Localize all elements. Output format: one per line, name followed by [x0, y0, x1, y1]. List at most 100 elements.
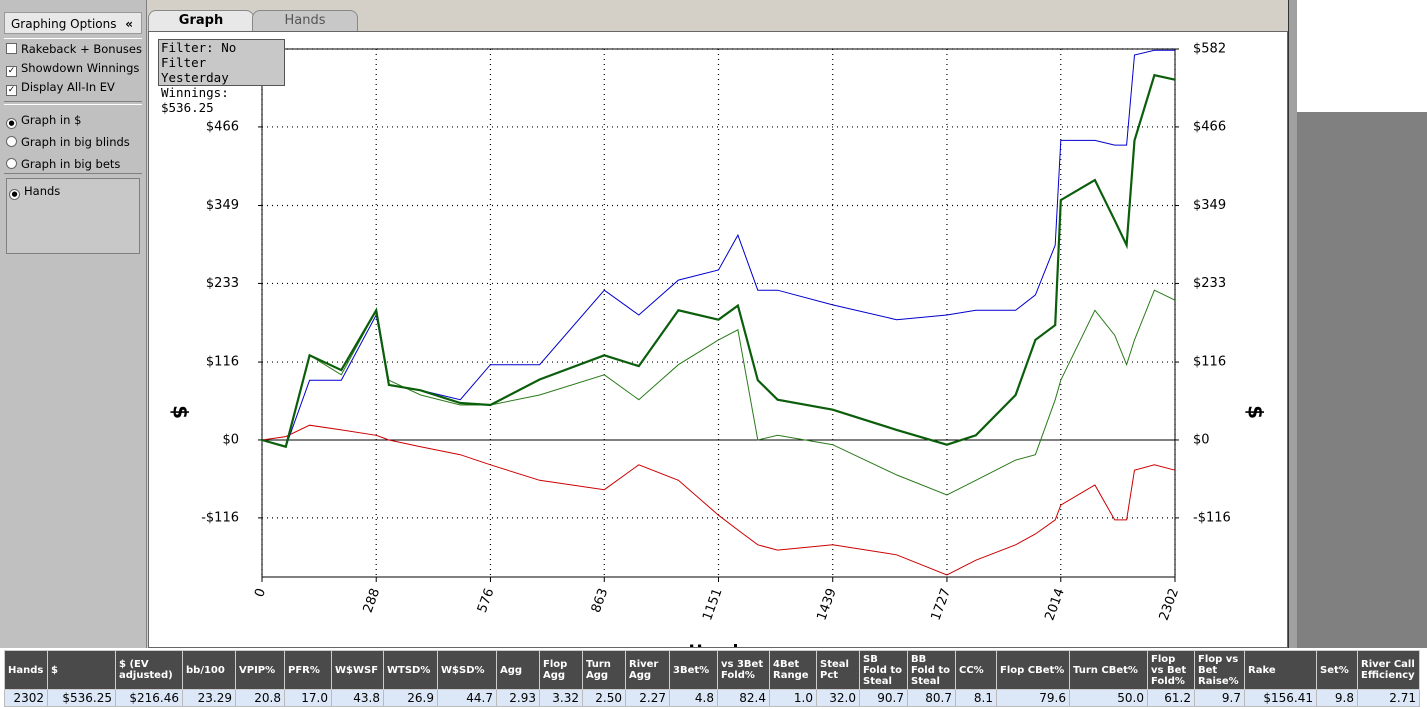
- column-header[interactable]: PFR%: [284, 650, 332, 690]
- column-header[interactable]: bb/100: [182, 650, 236, 690]
- filter-box: Filter: No Filter Yesterday Winnings: $5…: [158, 39, 285, 115]
- table-cell: $216.46: [115, 689, 183, 707]
- y-axis-label: $: [1244, 405, 1268, 419]
- checkbox[interactable]: ✓: [6, 85, 17, 96]
- checkbox-option[interactable]: ✓ Display All-In EV: [6, 79, 115, 96]
- table-cell: 4.8: [669, 689, 718, 707]
- table-cell: 61.2: [1147, 689, 1195, 707]
- column-header[interactable]: $: [47, 650, 116, 690]
- column-header[interactable]: River Call Efficiency: [1357, 650, 1420, 690]
- column-header[interactable]: 4Bet Range: [769, 650, 817, 690]
- column-header[interactable]: $ (EV adjusted): [115, 650, 183, 690]
- y-tick-label: $466: [206, 119, 239, 134]
- radio[interactable]: [6, 136, 17, 147]
- table-cell: 17.0: [284, 689, 332, 707]
- column-header[interactable]: Flop vs Bet Raise%: [1194, 650, 1245, 690]
- y-tick-label: $349: [1193, 198, 1226, 213]
- y-tick-label: $233: [206, 276, 239, 291]
- option-label: Graph in big blinds: [21, 135, 130, 149]
- table-cell: 3.32: [539, 689, 583, 707]
- column-header[interactable]: Hands: [4, 650, 48, 690]
- column-header[interactable]: Set%: [1316, 650, 1358, 690]
- radio-option[interactable]: Graph in big bets: [6, 156, 120, 173]
- table-cell: 80.7: [907, 689, 956, 707]
- column-header[interactable]: WTSD%: [383, 650, 438, 690]
- series-line: [261, 424, 1176, 576]
- table-cell: $156.41: [1244, 689, 1317, 707]
- x-tick-label: 1439: [814, 586, 839, 622]
- y-tick-label: $0: [1193, 432, 1210, 447]
- checkbox[interactable]: ✓: [6, 66, 17, 77]
- blank-area: [1297, 0, 1427, 112]
- radio-option[interactable]: ● Graph in $: [6, 112, 81, 129]
- table-cell: 1.0: [769, 689, 817, 707]
- column-header[interactable]: Flop Agg: [539, 650, 583, 690]
- x-tick-label: 1727: [929, 586, 954, 622]
- y-tick-label: -$116: [1193, 510, 1231, 525]
- y-tick-label: $233: [1193, 276, 1226, 291]
- filter-line: Yesterday: [161, 70, 229, 85]
- radio-option[interactable]: Graph in big blinds: [6, 134, 130, 151]
- table-cell: 9.8: [1316, 689, 1358, 707]
- table-cell: 90.7: [859, 689, 908, 707]
- checkbox-option[interactable]: Rakeback + Bonuses: [6, 41, 142, 58]
- column-header[interactable]: Agg: [496, 650, 540, 690]
- stats-table: Hands $ $ (EV adjusted) bb/100 VPIP% PFR% W$WS…: [4, 650, 1420, 707]
- column-header[interactable]: CC%: [955, 650, 997, 690]
- checkbox-group: Rakeback + Bonuses ✓ Showdown Winnings ✓ Dis…: [4, 38, 142, 102]
- table-cell: 2302: [4, 689, 48, 707]
- radio[interactable]: ●: [6, 118, 17, 129]
- column-header[interactable]: 3Bet%: [669, 650, 718, 690]
- column-header[interactable]: W$WSF: [331, 650, 384, 690]
- column-header[interactable]: SB Fold to Steal: [859, 650, 908, 690]
- column-header[interactable]: Turn CBet%: [1069, 650, 1148, 690]
- column-header[interactable]: River Agg: [625, 650, 670, 690]
- table-cell: 2.27: [625, 689, 670, 707]
- column-header[interactable]: BB Fold to Steal: [907, 650, 956, 690]
- tab-bar: Graph Hands: [146, 8, 1288, 31]
- table-cell: 20.8: [235, 689, 285, 707]
- table-cell: 79.6: [996, 689, 1070, 707]
- table-cell: 23.29: [182, 689, 236, 707]
- table-cell: 43.8: [331, 689, 384, 707]
- checkbox[interactable]: [6, 43, 17, 54]
- column-header[interactable]: Rake: [1244, 650, 1317, 690]
- column-header[interactable]: VPIP%: [235, 650, 285, 690]
- x-tick-label: 863: [589, 586, 612, 614]
- table-cell: 9.7: [1194, 689, 1245, 707]
- radio[interactable]: [6, 158, 17, 169]
- column-header[interactable]: Turn Agg: [582, 650, 626, 690]
- column-header[interactable]: Steal Pct: [816, 650, 860, 690]
- y-axis-label: $: [169, 405, 193, 419]
- chart: -$116 -$116 $0 $0 $116 $116 $233 $233 $349 $349 $4…: [169, 42, 1268, 648]
- y-tick-label: $116: [1193, 355, 1226, 370]
- sidebar-title: Graphing Options: [11, 17, 117, 31]
- table-row: 2302 $536.25 $216.46 23.29 20.8 17.0 43.8 26.9 4…: [4, 689, 1420, 707]
- splitter: [1288, 0, 1298, 648]
- filter-line: Filter: No Filter: [161, 40, 237, 70]
- x-tick-label: 288: [361, 586, 384, 614]
- filter-line: Winnings: $536.25: [161, 85, 229, 115]
- stats-panel: Hands $ $ (EV adjusted) bb/100 VPIP% PFR% W$WS…: [0, 648, 1427, 709]
- option-label: Graph in $: [21, 113, 82, 127]
- table-cell: 26.9: [383, 689, 438, 707]
- checkbox-option[interactable]: ✓ Showdown Winnings: [6, 60, 139, 77]
- collapse-button[interactable]: «: [125, 17, 133, 31]
- column-header[interactable]: Flop vs Bet Fold%: [1147, 650, 1195, 690]
- sidebar-header[interactable]: Graphing Options «: [4, 12, 142, 34]
- radio-option[interactable]: ● Hands: [9, 183, 60, 200]
- table-cell: 44.7: [437, 689, 497, 707]
- table-cell: 2.50: [582, 689, 626, 707]
- column-header[interactable]: vs 3Bet Fold%: [717, 650, 770, 690]
- column-header[interactable]: W$SD%: [437, 650, 497, 690]
- y-tick-label: $466: [1193, 119, 1226, 134]
- tab[interactable]: Hands: [252, 10, 358, 31]
- y-tick-label: $116: [206, 355, 239, 370]
- tab[interactable]: Graph: [148, 10, 254, 31]
- y-tick-label: $349: [206, 198, 239, 213]
- radio[interactable]: ●: [9, 189, 20, 200]
- x-tick-label: 0: [252, 586, 269, 599]
- y-tick-label: $582: [1193, 42, 1226, 57]
- x-axis-label: Hands: [688, 642, 748, 648]
- column-header[interactable]: Flop CBet%: [996, 650, 1070, 690]
